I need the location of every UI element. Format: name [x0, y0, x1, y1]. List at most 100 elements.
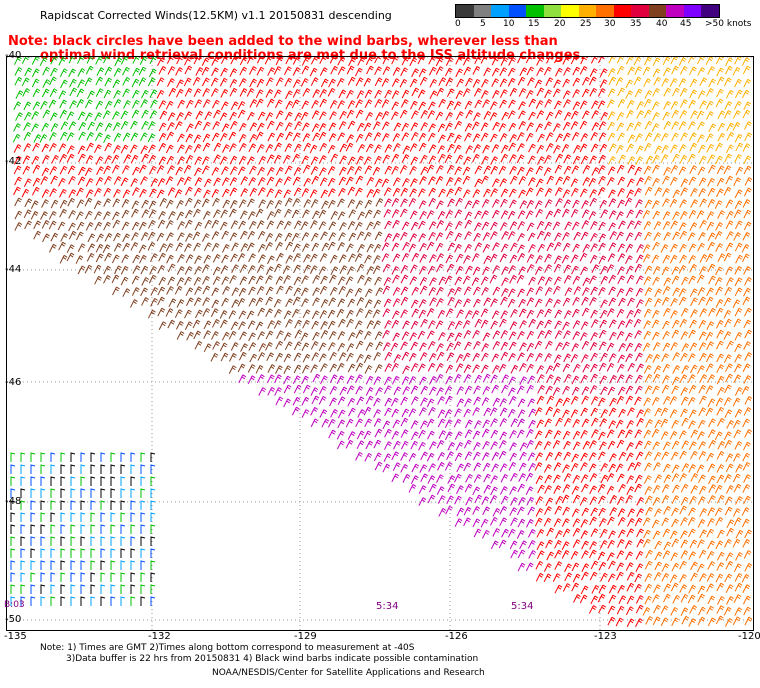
wind-barb [464, 200, 473, 210]
wind-barb [167, 263, 176, 273]
wind-barb [661, 384, 670, 394]
wind-barb [518, 308, 527, 318]
wind-barb [464, 132, 472, 142]
wind-barb [723, 606, 732, 616]
wind-barb [220, 352, 229, 362]
wind-barb [211, 231, 220, 240]
wind-barb [626, 143, 634, 153]
wind-barb [77, 68, 86, 77]
wind-barb [103, 211, 111, 220]
wind-barb [617, 132, 625, 142]
wind-barb [526, 518, 534, 528]
wind-barb [571, 375, 580, 385]
wind-barb [698, 177, 707, 187]
wind-barb [688, 121, 696, 130]
wind-barb [563, 451, 572, 461]
wind-barb [411, 308, 420, 318]
wind-barb [77, 265, 86, 275]
wind-barb [670, 220, 679, 230]
wind-barb [723, 431, 732, 441]
wind-barb [616, 571, 624, 581]
wind-barb [401, 89, 410, 99]
wind-barb [644, 462, 652, 472]
wind-barb [176, 266, 185, 275]
wind-barb [95, 243, 104, 253]
wind-barb [555, 398, 564, 407]
wind-barb [744, 177, 753, 186]
wind-barb [417, 188, 426, 197]
wind-barb [473, 112, 481, 121]
wind-barb [570, 208, 579, 218]
wind-barb [202, 276, 210, 285]
wind-barb [311, 310, 320, 320]
wind-barb [266, 200, 275, 209]
wind-barb [617, 187, 626, 197]
wind-barb [391, 375, 400, 385]
wind-barb [211, 57, 219, 66]
wind-barb [570, 55, 579, 65]
wind-barb [499, 407, 508, 417]
wind-barb [570, 187, 579, 197]
wind-barb [725, 242, 734, 252]
wind-barb [742, 296, 751, 306]
wind-barb [184, 197, 193, 207]
wind-barb [357, 144, 366, 153]
wind-barb [33, 230, 42, 240]
wind-barb [310, 406, 318, 416]
wind-barb [608, 189, 616, 199]
wind-barb [483, 297, 492, 307]
wind-barb [707, 463, 716, 473]
wind-barb [463, 286, 472, 296]
wind-barb [228, 330, 237, 340]
wind-barb [140, 452, 146, 462]
wind-barb [570, 178, 579, 187]
wind-barb [517, 518, 526, 528]
wind-barb [284, 122, 293, 131]
wind-barb [283, 154, 291, 164]
wind-barb [110, 500, 116, 510]
wind-barb [112, 198, 121, 208]
wind-barb [346, 343, 355, 352]
wind-barb [69, 87, 78, 97]
wind-barb [356, 122, 365, 132]
wind-barb [678, 430, 687, 440]
wind-barb [357, 57, 366, 66]
wind-barb [257, 243, 266, 253]
wind-barb [94, 211, 102, 220]
wind-barb [292, 243, 301, 253]
wind-barb [67, 197, 76, 207]
wind-barb [402, 145, 411, 155]
wind-barb [400, 429, 409, 438]
wind-barb [688, 528, 696, 538]
wind-barb [165, 100, 174, 110]
wind-barb [509, 87, 518, 97]
wind-barb [392, 253, 401, 263]
wind-barb [462, 166, 471, 176]
wind-barb [509, 442, 517, 451]
wind-barb [680, 607, 689, 617]
wind-barb [519, 362, 527, 372]
wind-barb [591, 264, 600, 274]
wind-barb [427, 101, 436, 111]
wind-barb [77, 55, 85, 64]
wind-barb [590, 373, 598, 383]
wind-barb [382, 263, 391, 273]
wind-barb [212, 276, 221, 285]
wind-barb [579, 332, 588, 341]
wind-barb [95, 56, 103, 65]
wind-barb [384, 320, 392, 329]
wind-barb [176, 299, 185, 308]
wind-barb [447, 143, 455, 153]
wind-barb [110, 548, 116, 558]
wind-barb [60, 500, 66, 510]
wind-barb [563, 417, 572, 427]
wind-barb [265, 275, 273, 284]
wind-barb [121, 221, 130, 231]
wind-barb [689, 319, 697, 329]
wind-barb [122, 132, 131, 142]
wind-barb [726, 231, 734, 240]
wind-barb [500, 188, 509, 198]
wind-barb [643, 165, 652, 175]
wind-barb [411, 286, 420, 296]
wind-barb [177, 221, 185, 230]
